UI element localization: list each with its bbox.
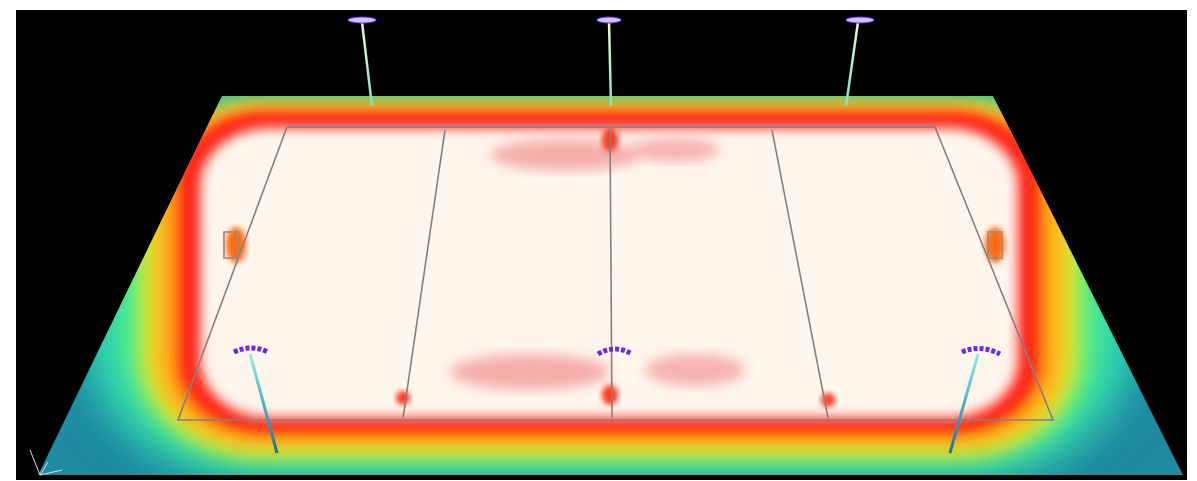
pole-top-center — [596, 16, 622, 107]
pole-top-right — [844, 16, 875, 107]
pole-top-left — [347, 16, 377, 107]
luminaire-icon — [960, 346, 1002, 357]
field-line-left — [402, 129, 446, 419]
illuminance-heatmap — [38, 96, 1183, 475]
pole-bottom-center — [596, 346, 634, 453]
luminaire-icon — [347, 16, 377, 24]
goal-left — [223, 231, 239, 259]
luminaire-icon — [845, 16, 875, 24]
field-line-right — [771, 129, 829, 419]
pole-bottom-right — [948, 346, 1002, 454]
luminaire-icon — [596, 16, 622, 24]
light-poles-top — [347, 16, 875, 107]
field-boundary — [176, 126, 1055, 421]
field-line-center — [609, 129, 613, 419]
field-lines — [176, 126, 1055, 421]
luminaire-icon — [232, 345, 270, 355]
light-poles-bottom — [232, 345, 1002, 454]
goal-right — [987, 231, 1003, 259]
luminaire-icon — [596, 346, 634, 357]
pole-bottom-left — [232, 345, 279, 454]
axis-gizmo-icon — [29, 449, 63, 476]
